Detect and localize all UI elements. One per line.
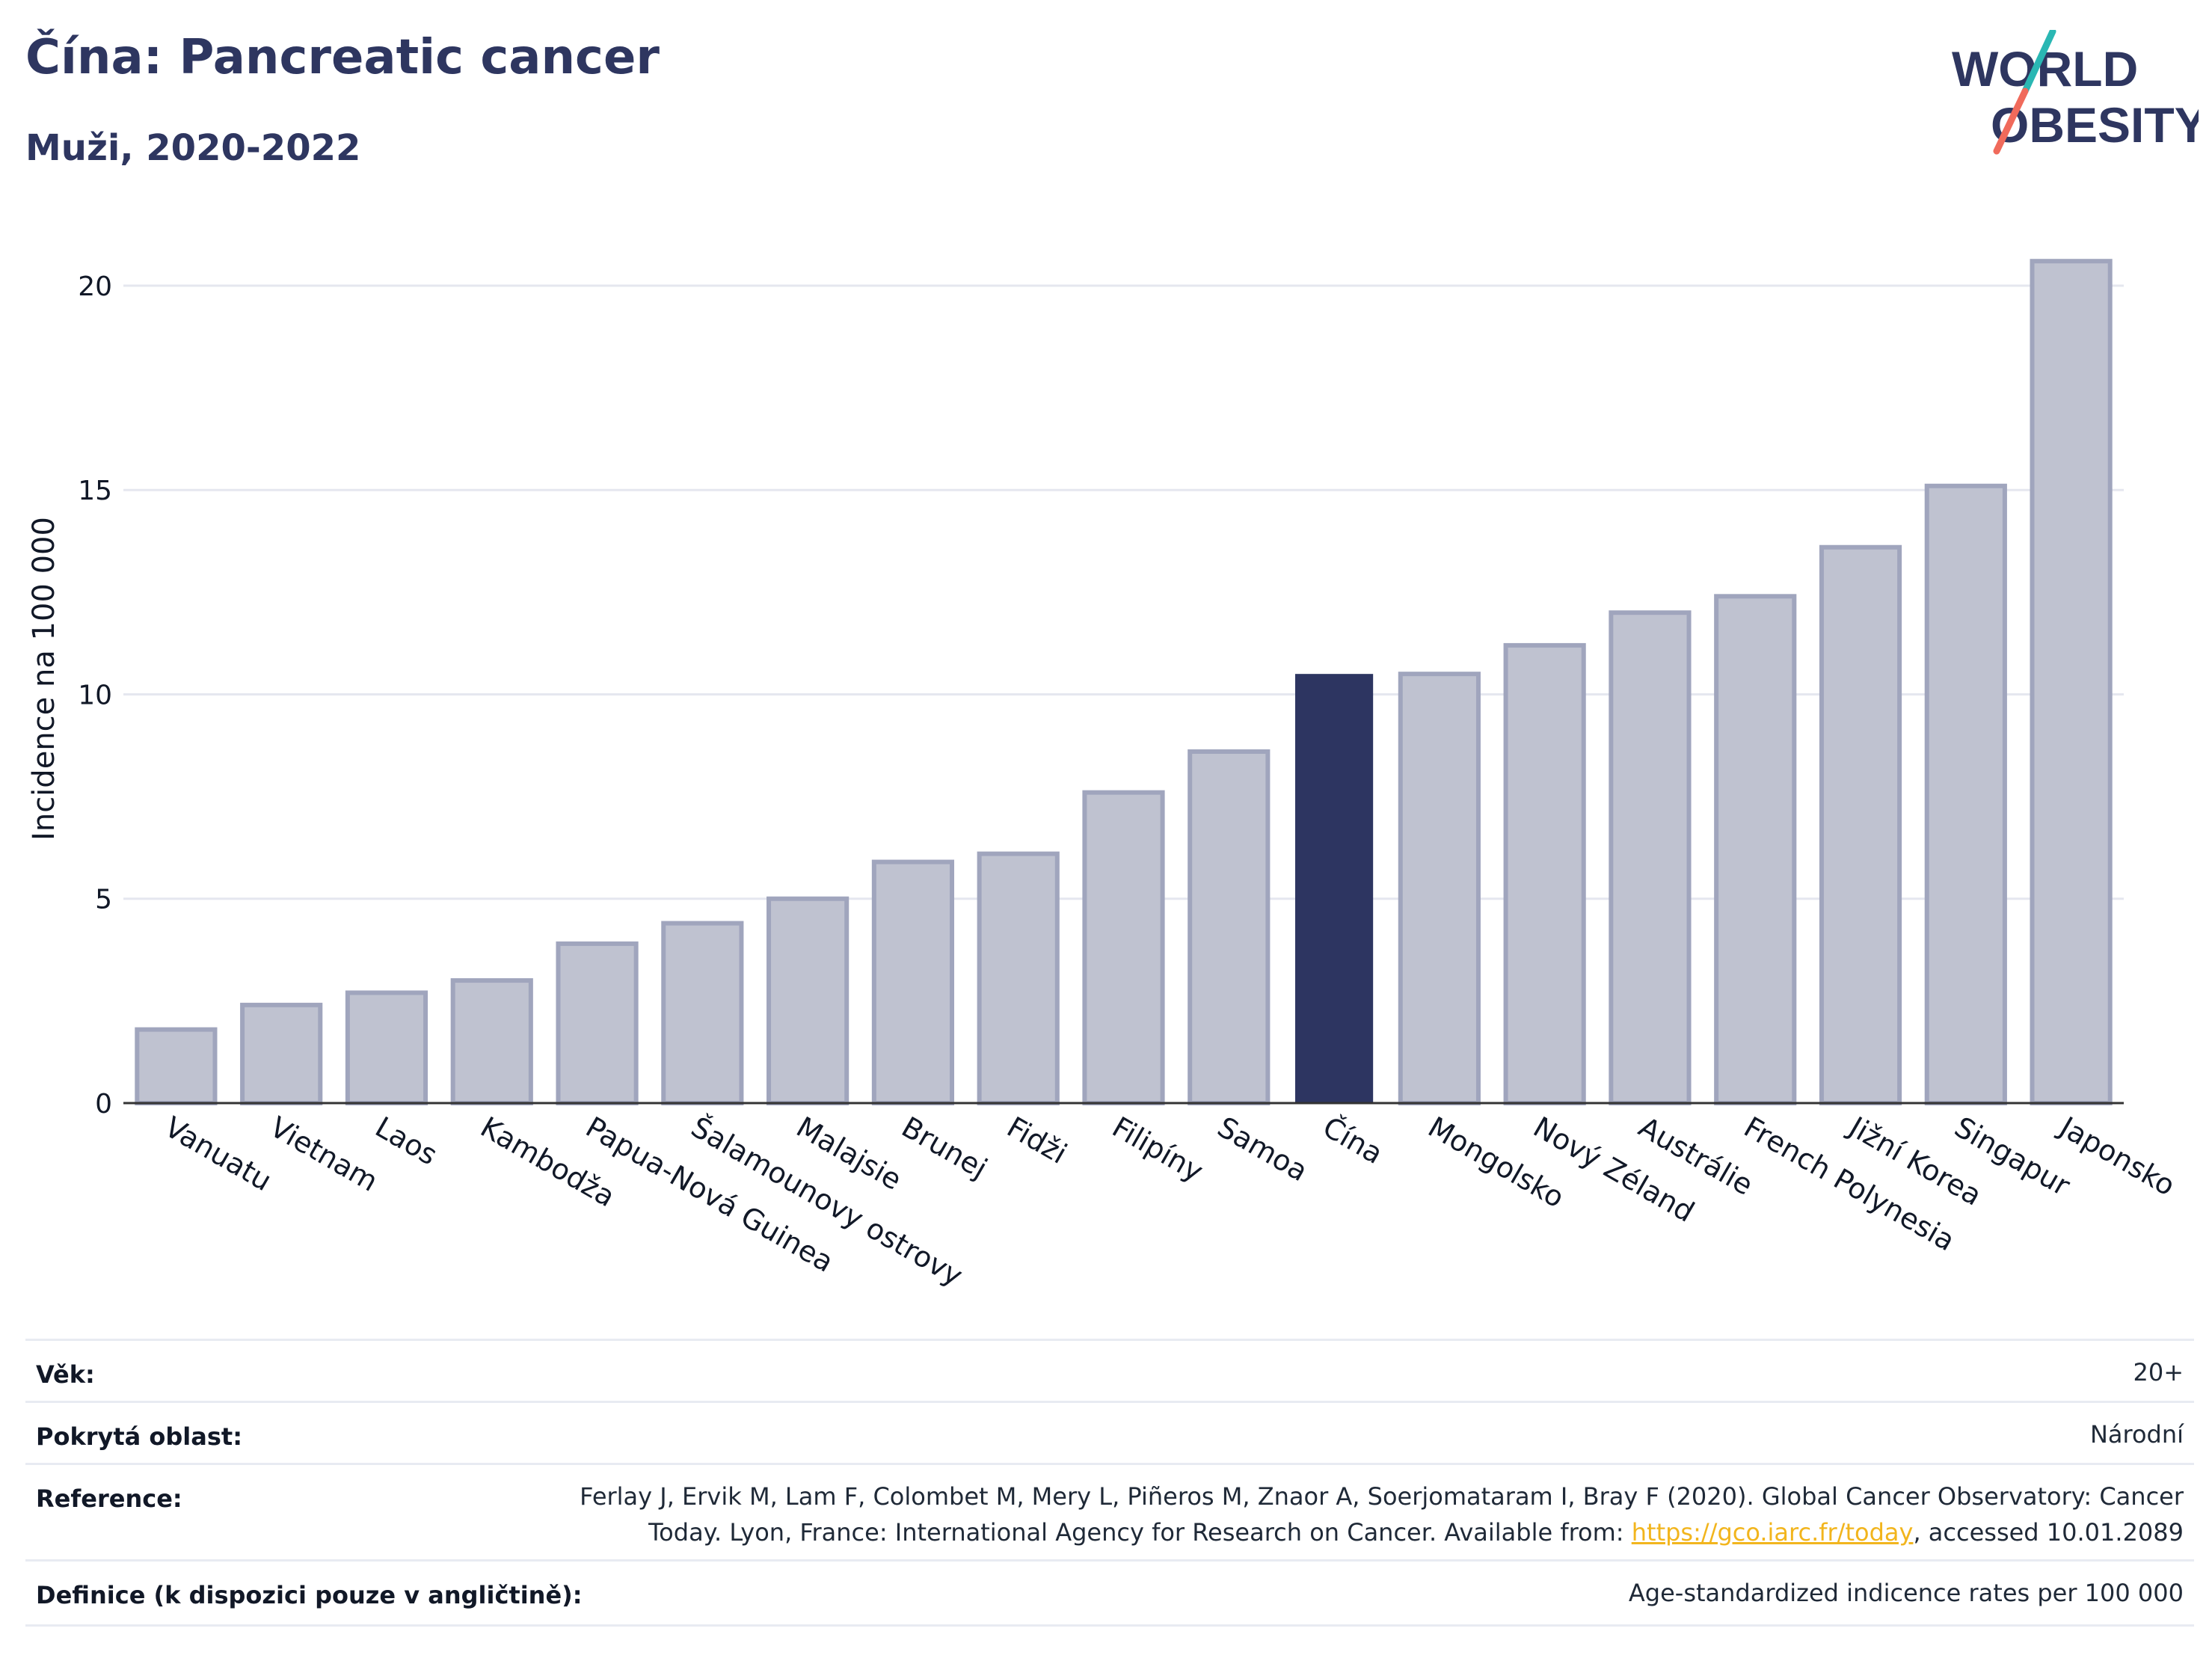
y-axis-label: Incidence na 100 000: [27, 517, 61, 841]
bar-country[interactable]: [450, 978, 533, 1105]
age-value: 20+: [2133, 1358, 2184, 1387]
reference-line1: Ferlay J, Ervik M, Lam F, Colombet M, Me…: [580, 1482, 2184, 1511]
coverage-label: Pokrytá oblast:: [36, 1422, 242, 1451]
reference-line2-post: , accessed 10.01.2089: [1913, 1518, 2184, 1547]
x-tick-label: Brunej: [896, 1111, 992, 1185]
y-tick-label: 10: [78, 680, 112, 710]
bar-country[interactable]: [345, 990, 428, 1106]
bar-country[interactable]: [766, 896, 850, 1105]
bar-country[interactable]: [977, 851, 1060, 1106]
bar-country[interactable]: [871, 859, 955, 1105]
y-tick-label: 5: [95, 885, 112, 915]
bar-country[interactable]: [661, 921, 744, 1106]
bar-country[interactable]: [135, 1027, 218, 1106]
bar-country[interactable]: [1082, 790, 1165, 1105]
coverage-value: Národní: [2089, 1420, 2184, 1449]
x-tick-label: Laos: [369, 1111, 443, 1172]
bar-highlight[interactable]: [1294, 674, 1374, 1103]
definition-value: Age-standardized indicence rates per 100…: [1628, 1579, 2184, 1607]
row-coverage: Pokrytá oblast: Národní: [25, 1401, 2194, 1463]
bar-country[interactable]: [556, 941, 639, 1106]
bar-country[interactable]: [1188, 749, 1271, 1105]
reference-label: Reference:: [36, 1484, 182, 1513]
bar-country[interactable]: [1609, 610, 1692, 1105]
bar-country[interactable]: [1503, 642, 1586, 1105]
y-tick-labels: 0 5 10 15 20: [78, 271, 112, 1120]
logo-line2: OBESITY: [1991, 97, 2199, 153]
row-reference: Reference: Ferlay J, Ervik M, Lam F, Col…: [25, 1463, 2194, 1559]
bar-country[interactable]: [1714, 594, 1797, 1105]
bar-country[interactable]: [240, 1002, 323, 1105]
row-definition: Definice (k dispozici pouze v angličtině…: [25, 1559, 2194, 1627]
definition-label: Definice (k dispozici pouze v angličtině…: [36, 1581, 583, 1609]
bar-country[interactable]: [1819, 544, 1902, 1105]
bars: [135, 259, 2113, 1106]
logo-slash-coral: [1993, 87, 2029, 155]
reference-line2-pre: Today. Lyon, France: International Agenc…: [648, 1518, 1632, 1547]
y-tick-label: 20: [78, 271, 112, 302]
bar-country[interactable]: [1924, 483, 2007, 1105]
y-tick-label: 15: [78, 476, 112, 506]
x-tick-label: Filipíny: [1107, 1111, 1208, 1188]
x-tick-label: Fidži: [1001, 1111, 1072, 1170]
page-subtitle: Muži, 2020-2022: [25, 127, 361, 169]
bar-country[interactable]: [1398, 672, 1481, 1105]
details-table: Věk: 20+ Pokrytá oblast: Národní Referen…: [25, 1339, 2194, 1627]
logo-slash-teal: [2021, 30, 2056, 95]
y-tick-label: 0: [95, 1089, 112, 1120]
x-tick-label: Japonsko: [2053, 1110, 2181, 1203]
reference-link[interactable]: https://gco.iarc.fr/today: [1631, 1518, 1914, 1547]
x-tick-label: Vietnam: [265, 1111, 384, 1198]
x-tick-label: Čína: [1318, 1111, 1389, 1170]
bar-country[interactable]: [2030, 259, 2113, 1105]
age-label: Věk:: [36, 1360, 95, 1389]
page-title: Čína: Pancreatic cancer: [25, 30, 660, 85]
world-obesity-logo: WORLD OBESITY: [1952, 30, 2199, 155]
row-age: Věk: 20+: [25, 1339, 2194, 1401]
x-tick-label: Vanuatu: [159, 1111, 277, 1197]
x-tick-label: Samoa: [1212, 1111, 1313, 1188]
reference-value: Ferlay J, Ervik M, Lam F, Colombet M, Me…: [580, 1479, 2184, 1550]
